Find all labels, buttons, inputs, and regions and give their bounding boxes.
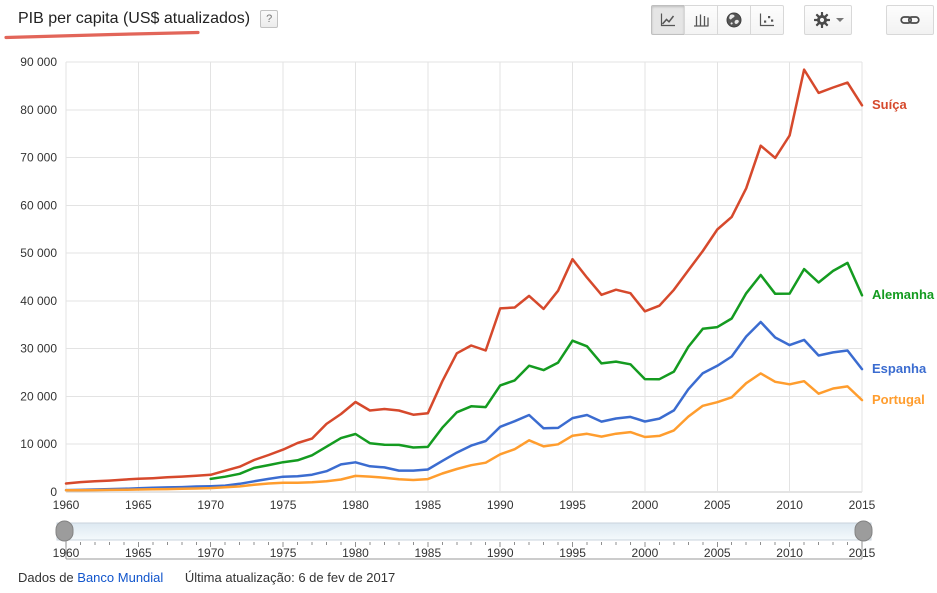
x-axis-tick-label: 1970 [197,498,224,512]
series-line-Alemanha[interactable] [209,261,864,481]
column-chart-button[interactable] [684,5,718,35]
scatter-chart-button[interactable] [750,5,784,35]
column-chart-icon [694,14,709,27]
series-label-Espanha: Espanha [872,361,927,377]
x-axis-tick-label: 1965 [125,498,152,512]
series-line-Espanha[interactable] [64,320,864,492]
last-updated: Última atualização: 6 de fev de 2017 [184,570,396,585]
x-axis-tick-label: 1975 [270,498,297,512]
x-axis-tick-label: 1980 [342,498,369,512]
line-chart: 0 10 000 20 000 30 000 40 000 50 000 60 000 70 … [20,55,875,512]
globe-icon [726,12,742,28]
series-label-Suíça: Suíça [872,97,907,113]
series-label-Alemanha: Alemanha [872,287,935,303]
share-link-button[interactable] [886,5,934,35]
y-axis-tick-label: 90 000 [20,55,57,69]
timeline-year-label: 2015 [849,546,876,560]
x-axis-tick-label: 1985 [414,498,441,512]
x-axis-tick-label: 1995 [559,498,586,512]
y-axis-tick-label: 10 000 [20,437,57,451]
settings-button[interactable] [804,5,852,35]
y-axis-tick-label: 30 000 [20,342,57,356]
series-line-Portugal[interactable] [64,372,864,492]
x-axis-tick-label: 1960 [53,498,80,512]
series-line-Suíça[interactable] [64,68,864,485]
y-axis-tick-label: 20 000 [20,389,57,403]
map-chart-button[interactable] [717,5,751,35]
y-axis-tick-label: 80 000 [20,103,57,117]
timeline-year-label: 2005 [704,546,731,560]
help-button[interactable]: ? [260,10,279,28]
timeline-year-label: 1975 [270,546,297,560]
y-axis-tick-label: 50 000 [20,246,57,260]
timeline-year-label: 2000 [632,546,659,560]
line-chart-button[interactable] [651,5,685,35]
y-axis-tick-label: 60 000 [20,198,57,212]
series-label-Portugal: Portugal [872,392,925,408]
page-title: PIB per capita (US$ atualizados) [18,10,251,27]
timeline-ticks: 1960 1965 1970 1975 1980 1985 1990 1995 2000 2005… [53,542,876,560]
scatter-chart-icon [759,13,774,27]
timeline-year-label: 1970 [197,546,224,560]
gear-icon [813,12,830,28]
timeline-right-handle[interactable] [854,520,873,542]
timeline-left-handle[interactable] [55,520,74,542]
timeline-year-label: 1980 [342,546,369,560]
y-axis-tick-label: 0 [50,485,57,499]
timeline-year-label: 1960 [53,546,80,560]
timeline-slider[interactable]: 1960 1965 1970 1975 1980 1985 1990 1995 2000 2005… [0,519,937,563]
source-prefix: Dados de [18,570,74,585]
x-axis-tick-label: 2010 [776,498,803,512]
link-icon [900,16,920,24]
timeline-year-label: 1990 [487,546,514,560]
chart-type-group [651,5,784,35]
timeline-year-label: 1985 [414,546,441,560]
toolbar [651,5,934,35]
line-chart-icon [660,13,675,27]
x-axis-tick-label: 2015 [849,498,876,512]
x-axis-tick-label: 2005 [704,498,731,512]
source-link[interactable]: Banco Mundial [77,570,164,585]
timeline-year-label: 2010 [776,546,803,560]
timeline-year-label: 1965 [125,546,152,560]
y-axis-tick-label: 40 000 [20,294,57,308]
y-axis-tick-label: 70 000 [20,151,57,165]
footer: Dados de Banco Mundial Última atualizaçã… [18,570,395,585]
titlebar: PIB per capita (US$ atualizados) ? [18,9,279,29]
timeline-track[interactable] [56,522,872,541]
x-axis-tick-label: 1990 [487,498,514,512]
red-underline-annotation [4,30,200,40]
chevron-down-icon [835,18,844,22]
x-axis-tick-label: 2000 [632,498,659,512]
timeline-year-label: 1995 [559,546,586,560]
gridlines: 0 10 000 20 000 30 000 40 000 50 000 60 000 70 … [20,55,875,512]
